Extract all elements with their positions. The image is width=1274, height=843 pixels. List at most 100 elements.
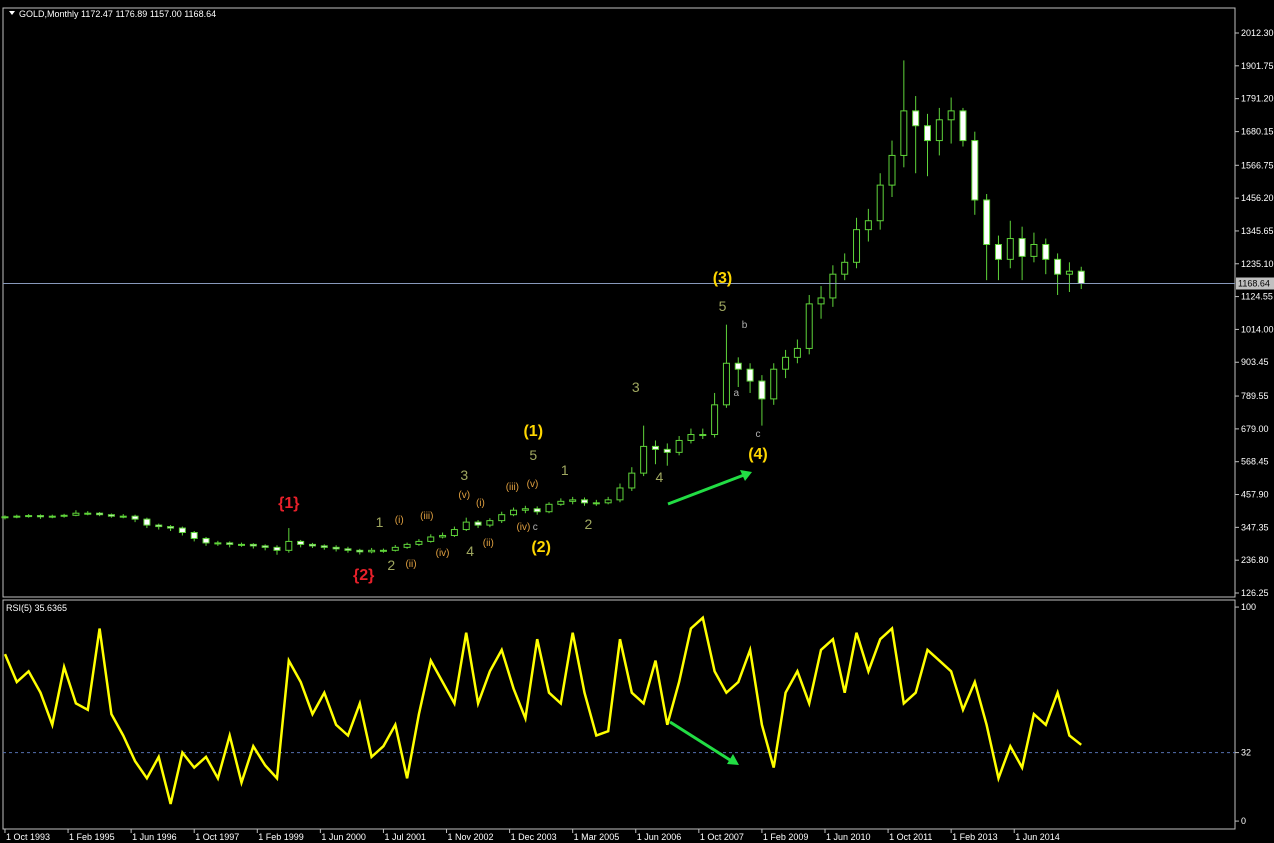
candle-body — [131, 515, 139, 520]
candle-body — [498, 514, 506, 522]
wave-label: 2 — [387, 557, 395, 573]
candle-body — [651, 445, 659, 450]
candle-body — [379, 549, 387, 552]
candle-body — [604, 499, 612, 504]
candle-body — [1042, 243, 1050, 260]
candle-body — [1077, 270, 1085, 285]
candle-body — [261, 545, 269, 548]
wave-label: (iii) — [420, 511, 433, 522]
wave-label: c — [533, 522, 538, 533]
candle-body — [297, 540, 305, 545]
candle-body — [521, 508, 529, 511]
x-tick-label: 1 Oct 1997 — [195, 832, 239, 842]
candle-body — [746, 368, 754, 382]
candle-body — [876, 184, 884, 222]
arrow — [669, 720, 731, 762]
y-tick-label: 0 — [1241, 816, 1246, 826]
candle-body — [1018, 238, 1026, 257]
x-tick-label: 1 Jun 2010 — [826, 832, 871, 842]
y-tick-label: 1345.65 — [1241, 226, 1274, 236]
wave-label: (4) — [748, 446, 768, 463]
candle-body — [155, 524, 163, 528]
candle-body — [167, 526, 175, 529]
candle-body — [462, 521, 470, 531]
candle-body — [912, 110, 920, 127]
candle-body — [238, 543, 246, 546]
x-tick-label: 1 Feb 1999 — [258, 832, 304, 842]
candle-body — [368, 549, 376, 553]
candle-body — [971, 140, 979, 201]
quote-value: 1157.00 — [150, 9, 182, 19]
wave-label: 1 — [561, 462, 569, 478]
x-tick-label: 1 Feb 1995 — [69, 832, 115, 842]
wave-label: (i) — [476, 498, 485, 509]
x-tick-label: 1 Jun 2006 — [637, 832, 682, 842]
price-header: GOLD,Monthly 1172.47 1176.89 1157.00 116… — [19, 9, 216, 19]
candle-body — [782, 356, 790, 370]
x-tick-label: 1 Feb 2013 — [952, 832, 998, 842]
candle-body — [285, 540, 293, 551]
candle-body — [84, 512, 92, 515]
y-tick-label: 1014.00 — [1241, 324, 1274, 334]
symbol: GOLD,Monthly — [19, 9, 79, 19]
candle-body — [273, 546, 281, 551]
candle-body — [569, 499, 577, 502]
x-tick-label: 1 Jun 2014 — [1015, 832, 1060, 842]
y-tick-label: 1680.15 — [1241, 127, 1274, 137]
wave-label: 4 — [656, 469, 664, 485]
y-tick-label: 457.90 — [1241, 490, 1269, 500]
wave-label: (3) — [713, 270, 733, 287]
candle-body — [190, 532, 198, 539]
candle-body — [829, 273, 837, 299]
wave-label: (2) — [531, 539, 551, 556]
arrow-head — [740, 470, 752, 481]
candle-body — [900, 110, 908, 156]
candle-body — [119, 515, 127, 518]
candle-body — [415, 540, 423, 545]
candle-body — [640, 445, 648, 474]
y-tick-label: 679.00 — [1241, 424, 1269, 434]
wave-label: (v) — [527, 479, 539, 490]
wave-label: b — [742, 320, 748, 331]
candle-body — [841, 261, 849, 275]
wave-label: (iv) — [436, 548, 450, 559]
price-line-label: 1168.64 — [1238, 279, 1270, 289]
x-tick-label: 1 Oct 2011 — [889, 832, 932, 842]
candle-body — [474, 521, 482, 526]
candle-body — [758, 380, 766, 400]
x-tick-label: 1 Nov 2002 — [448, 832, 494, 842]
candle-body — [687, 434, 695, 441]
candle-body — [439, 534, 447, 538]
candle-body — [935, 119, 943, 142]
quote-value: 1172.47 — [81, 9, 113, 19]
y-tick-label: 100 — [1241, 602, 1256, 612]
candle-body — [983, 199, 991, 245]
candle-body — [143, 518, 151, 526]
y-tick-label: 1124.55 — [1241, 292, 1273, 302]
y-tick-label: 347.35 — [1241, 522, 1269, 532]
candle-body — [1, 516, 9, 519]
quote-value: 1168.64 — [184, 9, 216, 19]
candle-body — [888, 154, 896, 186]
candle-body — [48, 515, 56, 518]
wave-label: (iv) — [516, 522, 530, 533]
y-tick-label: 236.80 — [1241, 555, 1269, 565]
wave-label: (ii) — [405, 559, 416, 570]
y-tick-label: 2012.30 — [1241, 28, 1274, 38]
wave-label: 3 — [632, 379, 640, 395]
candle-body — [510, 509, 518, 516]
price-line-label-bg — [1236, 277, 1274, 290]
candle-body — [675, 439, 683, 453]
candle-body — [249, 543, 257, 547]
x-tick-label: 1 Feb 2009 — [763, 832, 809, 842]
candle-body — [805, 303, 813, 349]
candle-body — [1006, 238, 1014, 260]
candle-body — [178, 527, 186, 534]
candle-body — [853, 229, 861, 263]
candle-body — [959, 110, 967, 142]
y-tick-label: 1566.75 — [1241, 160, 1274, 170]
candle-body — [72, 512, 80, 516]
wave-label: c — [755, 429, 760, 440]
y-tick-label: 1456.20 — [1241, 193, 1274, 203]
